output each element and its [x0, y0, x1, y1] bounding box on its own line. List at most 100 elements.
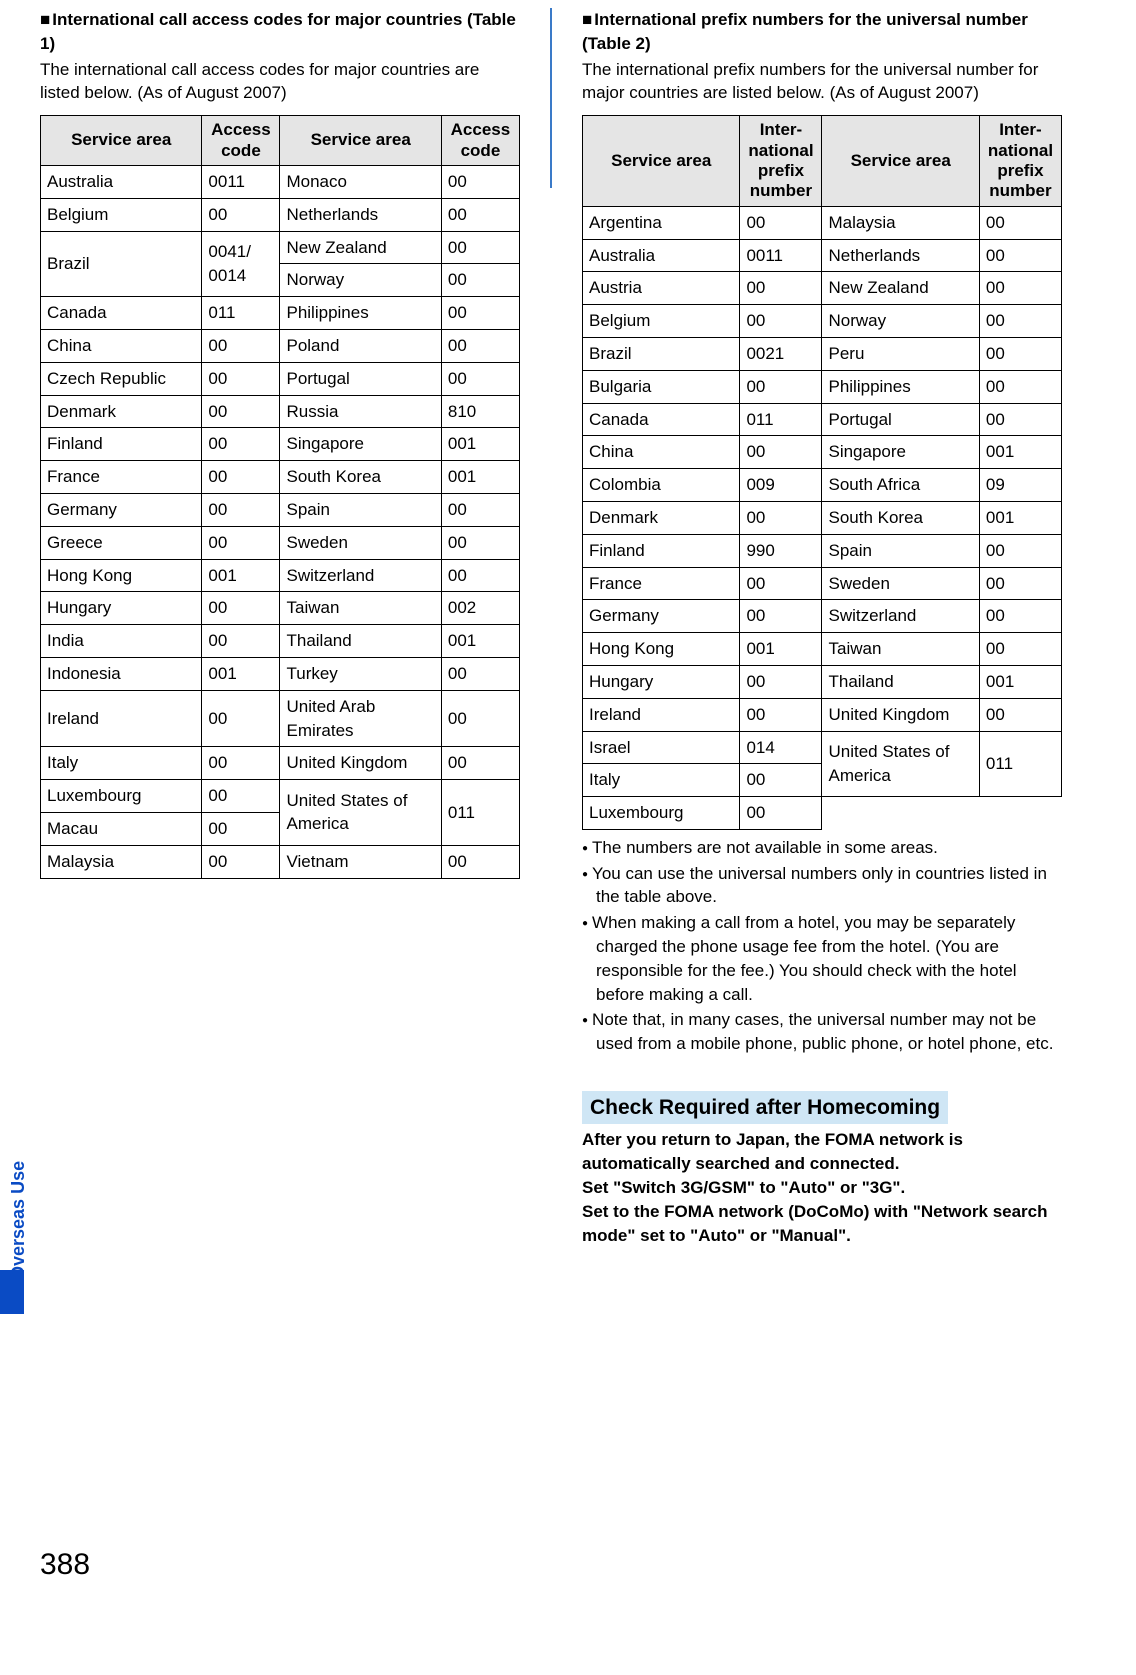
cell-code: 00 [979, 534, 1061, 567]
th-code: Access code [202, 116, 280, 166]
cell-code: 00 [441, 559, 519, 592]
cell-area: Sweden [822, 567, 979, 600]
th-area: Service area [41, 116, 202, 166]
th-code: Access code [441, 116, 519, 166]
cell-code: 0041/ 0014 [202, 231, 280, 297]
cell-code: 00 [979, 567, 1061, 600]
cell-code: 00 [441, 297, 519, 330]
cell-area: Luxembourg [41, 780, 202, 813]
cell-area: South Africa [822, 469, 979, 502]
cell-code: 00 [740, 501, 822, 534]
cell-area: Philippines [822, 370, 979, 403]
table-row: Hungary00Thailand001 [583, 665, 1062, 698]
cell-area: Hong Kong [583, 633, 740, 666]
cell-code: 00 [740, 272, 822, 305]
cell-area: Colombia [583, 469, 740, 502]
cell-code: 00 [979, 633, 1061, 666]
cell-code: 00 [202, 625, 280, 658]
table-row: Czech Republic00Portugal00 [41, 362, 520, 395]
cell-area: United Kingdom [822, 698, 979, 731]
cell-area: Switzerland [822, 600, 979, 633]
table-row: Brazil0021Peru00 [583, 337, 1062, 370]
table-row: Finland990Spain00 [583, 534, 1062, 567]
cell-area: United States of America [822, 731, 979, 797]
cell-area: Belgium [41, 198, 202, 231]
table-row: Germany00Spain00 [41, 493, 520, 526]
table-row: Argentina00Malaysia00 [583, 206, 1062, 239]
table-row: Hong Kong001Taiwan00 [583, 633, 1062, 666]
cell-area: Canada [41, 297, 202, 330]
cell-code: 00 [441, 657, 519, 690]
cell-code: 011 [441, 780, 519, 846]
cell-area: Spain [280, 493, 441, 526]
cell-code: 0021 [740, 337, 822, 370]
note-item: The numbers are not available in some ar… [582, 836, 1062, 860]
cell-code: 00 [441, 690, 519, 747]
cell-area: United Kingdom [280, 747, 441, 780]
cell-area: Australia [583, 239, 740, 272]
cell-area: Taiwan [822, 633, 979, 666]
cell-area: South Korea [280, 461, 441, 494]
table1-intro: The international call access codes for … [40, 58, 520, 106]
table2-heading: International prefix numbers for the uni… [582, 8, 1062, 56]
cell-area: Germany [41, 493, 202, 526]
table-row: Brazil0041/ 0014New Zealand00 [41, 231, 520, 264]
cell-code: 001 [441, 428, 519, 461]
cell-area: Ireland [41, 690, 202, 747]
cell-code: 00 [979, 698, 1061, 731]
cell-area: Norway [280, 264, 441, 297]
cell-code: 00 [979, 403, 1061, 436]
table-row: Germany00Switzerland00 [583, 600, 1062, 633]
cell-code: 00 [441, 165, 519, 198]
cell-code: 00 [202, 329, 280, 362]
cell-code: 0011 [740, 239, 822, 272]
cell-code: 001 [979, 665, 1061, 698]
cell-code: 00 [740, 665, 822, 698]
cell-code: 00 [202, 812, 280, 845]
table-row: China00Poland00 [41, 329, 520, 362]
cell-empty [822, 797, 979, 830]
left-column: International call access codes for majo… [40, 8, 520, 1580]
cell-area: Sweden [280, 526, 441, 559]
cell-code: 00 [202, 780, 280, 813]
cell-code: 00 [441, 526, 519, 559]
cell-code: 00 [202, 198, 280, 231]
table-row: Canada011Portugal00 [583, 403, 1062, 436]
cell-code: 014 [740, 731, 822, 764]
cell-area: Spain [822, 534, 979, 567]
notes-list: The numbers are not available in some ar… [582, 836, 1062, 1056]
cell-code: 00 [202, 493, 280, 526]
cell-area: China [41, 329, 202, 362]
cell-area: United States of America [280, 780, 441, 846]
th-area: Service area [280, 116, 441, 166]
cell-area: Brazil [583, 337, 740, 370]
bold-text-2: Set "Switch 3G/GSM" to "Auto" or "3G". [582, 1176, 1062, 1200]
cell-area: China [583, 436, 740, 469]
cell-area: Canada [583, 403, 740, 436]
cell-area: Denmark [583, 501, 740, 534]
cell-code: 00 [740, 698, 822, 731]
cell-code: 00 [202, 362, 280, 395]
cell-area: Russia [280, 395, 441, 428]
cell-area: Hungary [583, 665, 740, 698]
table-row: Hong Kong001Switzerland00 [41, 559, 520, 592]
table-row: Luxembourg00United States of America011 [41, 780, 520, 813]
note-item: You can use the universal numbers only i… [582, 862, 1062, 910]
cell-code: 00 [979, 206, 1061, 239]
cell-code: 00 [979, 239, 1061, 272]
cell-area: Poland [280, 329, 441, 362]
cell-code: 001 [979, 436, 1061, 469]
cell-area: Taiwan [280, 592, 441, 625]
cell-code: 001 [441, 625, 519, 658]
cell-code: 00 [441, 845, 519, 878]
cell-area: Malaysia [822, 206, 979, 239]
cell-code: 00 [979, 337, 1061, 370]
cell-code: 0011 [202, 165, 280, 198]
table-row: Luxembourg00 [583, 797, 1062, 830]
cell-empty [979, 797, 1061, 830]
cell-area: Ireland [583, 698, 740, 731]
cell-area: Germany [583, 600, 740, 633]
table-row: Denmark00Russia810 [41, 395, 520, 428]
cell-code: 990 [740, 534, 822, 567]
cell-area: Hong Kong [41, 559, 202, 592]
